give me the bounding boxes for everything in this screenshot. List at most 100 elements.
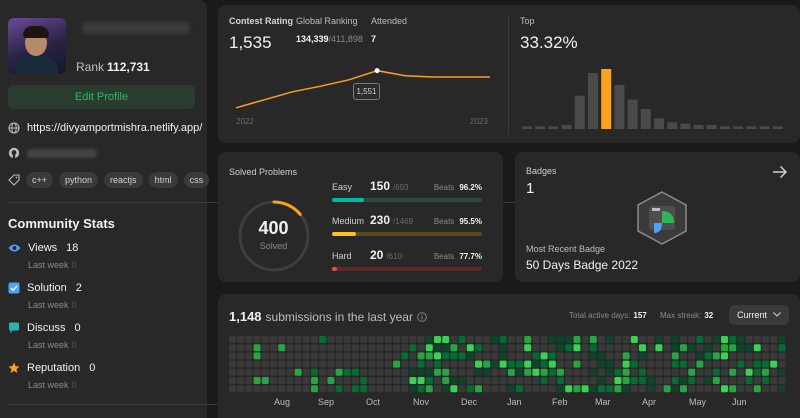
heatmap-cell (261, 336, 269, 343)
heatmap-cell (401, 385, 409, 393)
rating-distribution-chart[interactable] (518, 65, 793, 130)
solved-progress-ring[interactable] (235, 197, 313, 275)
heatmap-cell (286, 336, 294, 343)
heatmap-cell (516, 352, 523, 360)
rating-peak-point (374, 68, 380, 74)
heatmap-cell (532, 360, 540, 368)
github-link-redacted[interactable] (27, 148, 97, 158)
heatmap-cell (319, 344, 327, 352)
heatmap-cell (548, 344, 556, 352)
heatmap-cell (229, 368, 236, 376)
submission-heatmap[interactable] (218, 294, 800, 418)
period-dropdown[interactable]: Current (729, 305, 789, 325)
heatmap-cell (499, 344, 507, 352)
month-label: Jan (507, 397, 522, 407)
most-recent-badge-name: 50 Days Badge 2022 (526, 258, 639, 272)
heatmap-cell (450, 377, 458, 384)
contest-rating-card: Contest Rating 1,535 Global Ranking 134,… (218, 5, 800, 143)
chat-icon (9, 322, 19, 333)
skill-tag[interactable]: html (148, 172, 178, 188)
difficulty-easy[interactable]: Easy 150/693 Beats 96.2% (332, 179, 482, 202)
heatmap-cell (475, 352, 482, 360)
heatmap-cell (475, 336, 482, 343)
avatar[interactable] (8, 18, 66, 74)
distribution-bar (614, 85, 625, 129)
heatmap-cell (598, 352, 605, 360)
heatmap-cell (589, 344, 597, 352)
website-link[interactable]: https://divyamportmishra.netlify.app/ (27, 122, 203, 134)
heatmap-cell (778, 336, 786, 343)
heatmap-cell (622, 368, 630, 376)
heatmap-cell (778, 377, 786, 384)
heatmap-cell (565, 344, 573, 352)
heatmap-cell (270, 344, 277, 352)
heatmap-cell (294, 352, 302, 360)
heatmap-cell (532, 336, 540, 343)
heatmap-cell (278, 377, 286, 384)
info-icon[interactable] (417, 311, 427, 322)
heatmap-cell (286, 352, 294, 360)
heatmap-cell (499, 360, 507, 368)
heatmap-cell (319, 336, 327, 343)
solved-problems-title: Solved Problems (229, 167, 298, 177)
hard-progress-bar (332, 267, 482, 271)
heatmap-cell (680, 352, 687, 360)
heatmap-cell (327, 360, 335, 368)
contest-rating-label: Contest Rating (229, 16, 293, 26)
skill-tag[interactable]: c++ (26, 172, 54, 188)
heatmap-cell (532, 352, 540, 360)
heatmap-cell (614, 377, 622, 384)
arrow-right-icon[interactable] (772, 165, 788, 179)
heatmap-cell (368, 385, 376, 393)
heatmap-cell (671, 377, 679, 384)
heatmap-cell (237, 352, 245, 360)
heatmap-cell (458, 377, 466, 384)
heatmap-cell (417, 385, 425, 393)
heatmap-cell (393, 360, 400, 368)
heatmap-cell (614, 385, 622, 393)
heatmap-cell (737, 385, 745, 393)
heatmap-cell (491, 360, 499, 368)
heatmap-cell (302, 368, 310, 376)
rating-history-chart[interactable] (218, 5, 508, 143)
heatmap-cell (770, 385, 778, 393)
edit-profile-button[interactable]: Edit Profile (8, 85, 195, 109)
heatmap-cell (581, 352, 589, 360)
heatmap-cell (598, 385, 605, 393)
heatmap-cell (294, 336, 302, 343)
heatmap-cell (598, 360, 605, 368)
heatmap-cell (647, 336, 655, 343)
website-row[interactable]: https://divyamportmishra.netlify.app/ (8, 122, 202, 134)
heatmap-cell (450, 360, 458, 368)
github-row[interactable] (8, 147, 97, 159)
heatmap-cell (745, 385, 753, 393)
difficulty-medium[interactable]: Medium 230/1469 Beats 95.5% (332, 213, 482, 236)
heatmap-cell (524, 385, 532, 393)
heatmap-cell (598, 336, 605, 343)
heatmap-cell (540, 344, 548, 352)
heatmap-cell (302, 385, 310, 393)
heatmap-cell (442, 344, 450, 352)
heatmap-cell (704, 368, 712, 376)
heatmap-cell (450, 368, 458, 376)
heatmap-cell (548, 385, 556, 393)
badge-50-days-icon[interactable] (633, 190, 691, 246)
heatmap-cell (278, 352, 286, 360)
attended-label: Attended (371, 16, 408, 26)
heatmap-cell (229, 360, 236, 368)
heatmap-cell (483, 336, 491, 343)
heatmap-cell (466, 385, 474, 393)
skill-tag[interactable]: reactjs (104, 172, 143, 188)
skill-tag[interactable]: css (183, 172, 210, 188)
heatmap-cell (237, 385, 245, 393)
skill-tag[interactable]: python (59, 172, 99, 188)
heatmap-cell (294, 368, 302, 376)
heatmap-cell (319, 352, 327, 360)
heatmap-cell (360, 368, 368, 376)
heatmap-cell (319, 368, 327, 376)
top-percent: 33.32% (520, 33, 578, 52)
distribution-bar (522, 126, 532, 129)
heatmap-cell (778, 385, 786, 393)
difficulty-hard[interactable]: Hard 20/610 Beats 77.7% (332, 248, 482, 271)
heatmap-cell (384, 360, 392, 368)
